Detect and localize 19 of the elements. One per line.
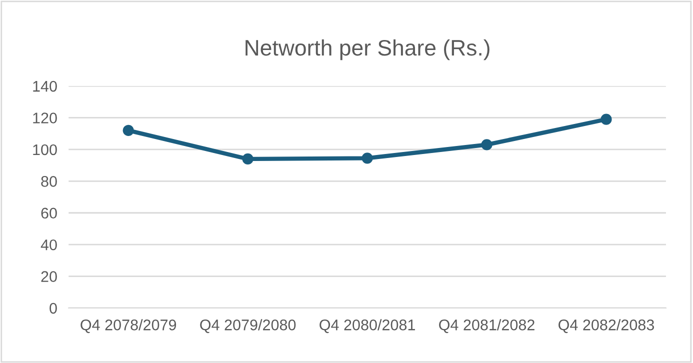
y-tick-label: 120 [33,112,57,124]
x-tick-label: Q4 2079/2080 [200,319,296,334]
y-tick-label: 0 [50,302,57,314]
point [362,152,373,164]
y-tick-label: 20 [41,271,57,282]
point [122,124,134,136]
point [481,139,492,150]
point [242,153,254,165]
point [600,114,612,125]
x-tick-label: Q4 2078/2079 [80,319,176,334]
chart-title: Networth per Share (Rs.) [246,39,490,60]
y-tick-label: 40 [40,239,57,250]
y-tick-label: 60 [41,208,57,219]
x-tick-label: Q4 2080/2081 [320,319,415,334]
y-tick-label: 100 [33,144,57,156]
y-tick-label: 140 [33,80,57,92]
x-tick-label: Q4 2082/2083 [558,319,654,334]
x-tick-label: Q4 2081/2082 [439,319,534,334]
y-tick-label: 80 [41,176,57,187]
